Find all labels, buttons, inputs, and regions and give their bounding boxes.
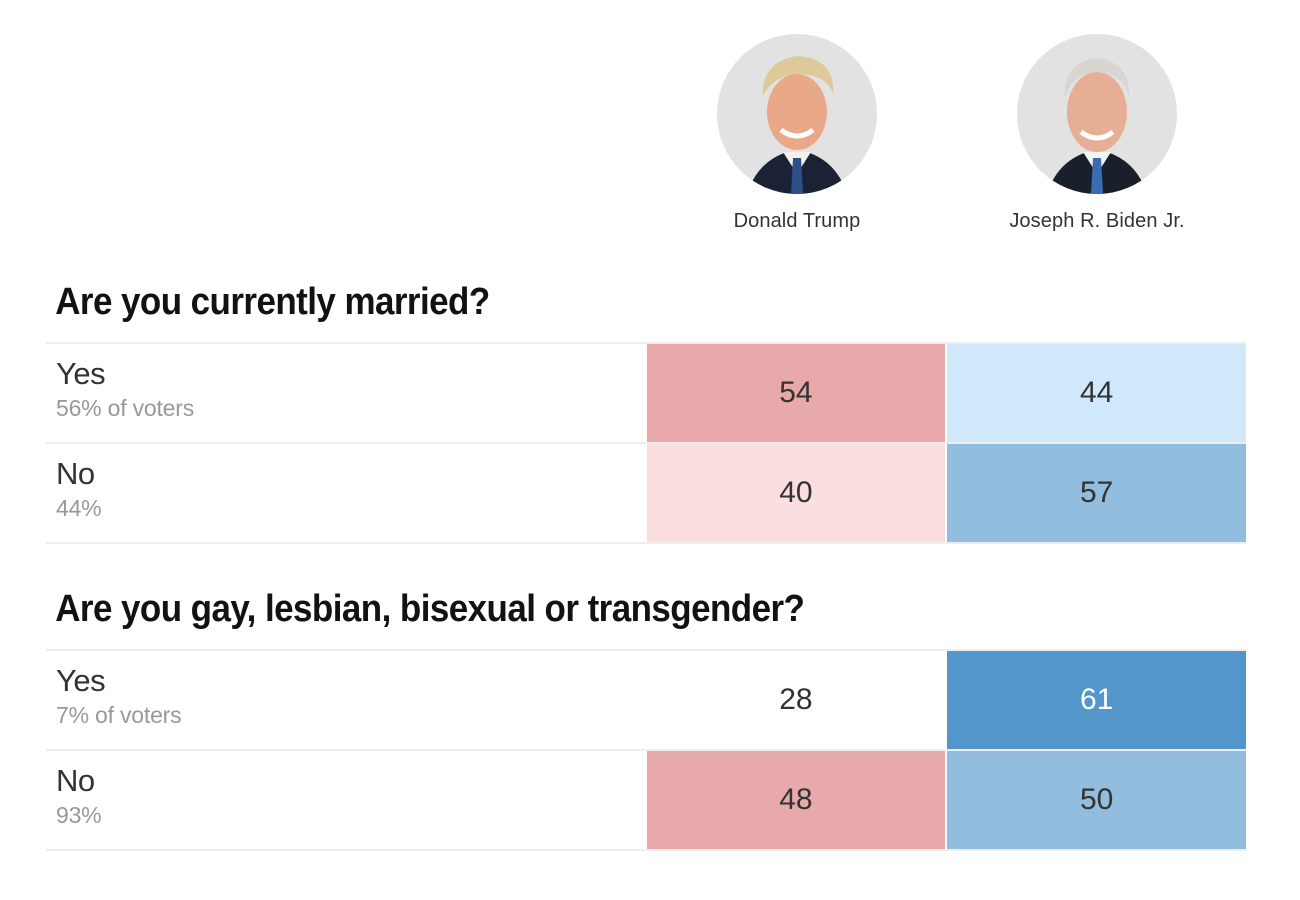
biden-portrait-icon [1017, 34, 1177, 194]
voter-share: 56% of voters [56, 395, 195, 421]
answer-label: Yes [56, 663, 106, 698]
trump-value-cell: 40 [646, 444, 946, 542]
trump-value-cell: 28 [646, 651, 946, 749]
table-row: No 93% 48 50 [46, 751, 1246, 851]
biden-value-cell: 50 [947, 751, 1246, 849]
candidate-trump: Donald Trump [647, 34, 947, 244]
table-row: Yes 56% of voters 54 44 [46, 344, 1246, 444]
biden-value-cell: 61 [947, 651, 1246, 749]
row-label: Yes 7% of voters [46, 651, 647, 749]
biden-value-cell: 57 [947, 444, 1246, 542]
candidate-name: Donald Trump [733, 210, 861, 232]
candidate-name: Joseph R. Biden Jr. [1009, 210, 1185, 232]
question-title: Are you gay, lesbian, bisexual or transg… [55, 588, 805, 630]
table-row: No 44% 40 57 [46, 444, 1246, 544]
row-label: No 44% [46, 444, 647, 542]
voter-share: 93% [56, 802, 102, 828]
candidate-biden: Joseph R. Biden Jr. [947, 34, 1247, 244]
answer-label: Yes [56, 356, 106, 391]
answer-label: No [56, 456, 95, 491]
results-table: Yes 56% of voters 54 44 No 44% 40 57 [46, 342, 1246, 544]
results-table: Yes 7% of voters 28 61 No 93% 48 50 [46, 649, 1246, 851]
row-label: Yes 56% of voters [46, 344, 647, 442]
table-row: Yes 7% of voters 28 61 [46, 651, 1246, 751]
question-title: Are you currently married? [55, 281, 490, 323]
biden-value-cell: 44 [947, 344, 1246, 442]
row-label: No 93% [46, 751, 647, 849]
voter-share: 7% of voters [56, 702, 182, 728]
trump-portrait-icon [717, 34, 877, 194]
answer-label: No [56, 763, 95, 798]
candidate-header: Donald Trump Joseph R. Biden Jr. [647, 34, 1247, 244]
voter-share: 44% [56, 495, 102, 521]
question-section: Are you gay, lesbian, bisexual or transg… [46, 579, 1246, 851]
question-section: Are you currently married? Yes 56% of vo… [46, 272, 1246, 544]
trump-value-cell: 48 [646, 751, 946, 849]
trump-value-cell: 54 [646, 344, 946, 442]
